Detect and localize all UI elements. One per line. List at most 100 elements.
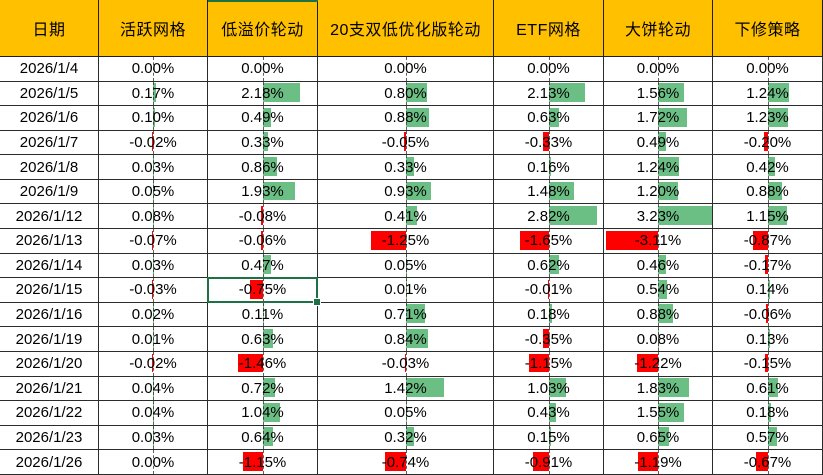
value-cell[interactable]: -0.74% bbox=[318, 450, 494, 475]
value-cell[interactable]: 0.54% bbox=[604, 278, 713, 303]
value-cell[interactable]: 0.57% bbox=[713, 425, 823, 451]
value-cell[interactable]: 0.01% bbox=[99, 327, 208, 352]
value-cell[interactable]: 0.13% bbox=[713, 327, 823, 352]
value-cell[interactable]: 1.48% bbox=[494, 179, 604, 205]
value-cell[interactable]: 0.16% bbox=[494, 155, 604, 180]
value-cell[interactable]: -0.15% bbox=[713, 351, 823, 377]
date-cell[interactable]: 2026/1/8 bbox=[0, 155, 99, 180]
value-cell[interactable]: 2.13% bbox=[494, 81, 604, 107]
value-cell[interactable]: 0.61% bbox=[713, 376, 823, 402]
value-cell[interactable]: 0.05% bbox=[318, 253, 494, 279]
value-cell[interactable]: -0.17% bbox=[713, 253, 823, 279]
value-cell[interactable]: 0.33% bbox=[318, 155, 494, 180]
value-cell[interactable]: -1.15% bbox=[494, 351, 604, 377]
date-cell[interactable]: 2026/1/26 bbox=[0, 450, 99, 475]
value-cell[interactable]: 3.23% bbox=[604, 204, 713, 230]
value-cell[interactable]: 0.02% bbox=[99, 302, 208, 328]
value-cell[interactable]: -0.75% bbox=[208, 278, 318, 303]
column-header[interactable]: 低溢价轮动 bbox=[208, 0, 318, 57]
value-cell[interactable]: -0.02% bbox=[99, 130, 208, 156]
value-cell[interactable]: -0.67% bbox=[713, 450, 823, 475]
value-cell[interactable]: 0.05% bbox=[318, 401, 494, 426]
value-cell[interactable]: 0.72% bbox=[208, 376, 318, 402]
value-cell[interactable]: 0.15% bbox=[494, 425, 604, 451]
date-cell[interactable]: 2026/1/14 bbox=[0, 253, 99, 279]
value-cell[interactable]: 1.42% bbox=[318, 376, 494, 402]
date-cell[interactable]: 2026/1/4 bbox=[0, 57, 99, 82]
value-cell[interactable]: 0.42% bbox=[713, 155, 823, 180]
value-cell[interactable]: 1.72% bbox=[604, 106, 713, 131]
value-cell[interactable]: 0.41% bbox=[318, 204, 494, 230]
value-cell[interactable]: 1.15% bbox=[713, 204, 823, 230]
value-cell[interactable]: 0.00% bbox=[604, 57, 713, 82]
value-cell[interactable]: 0.00% bbox=[318, 57, 494, 82]
value-cell[interactable]: 1.24% bbox=[713, 81, 823, 107]
value-cell[interactable]: 0.03% bbox=[99, 253, 208, 279]
value-cell[interactable]: 0.88% bbox=[713, 179, 823, 205]
value-cell[interactable]: 0.80% bbox=[318, 81, 494, 107]
value-cell[interactable]: 0.49% bbox=[604, 130, 713, 156]
value-cell[interactable]: 0.63% bbox=[208, 327, 318, 352]
value-cell[interactable]: 0.88% bbox=[318, 106, 494, 131]
column-header[interactable]: 20支双低优化版轮动 bbox=[318, 0, 494, 57]
column-header[interactable]: ETF网格 bbox=[494, 0, 604, 57]
value-cell[interactable]: 0.03% bbox=[99, 425, 208, 451]
value-cell[interactable]: -1.25% bbox=[318, 229, 494, 254]
value-cell[interactable]: 0.00% bbox=[494, 57, 604, 82]
value-cell[interactable]: -3.11% bbox=[604, 229, 713, 254]
value-cell[interactable]: -1.19% bbox=[604, 450, 713, 475]
value-cell[interactable]: -0.07% bbox=[99, 229, 208, 254]
value-cell[interactable]: 0.46% bbox=[604, 253, 713, 279]
value-cell[interactable]: 0.08% bbox=[99, 204, 208, 230]
value-cell[interactable]: -0.01% bbox=[494, 278, 604, 303]
value-cell[interactable]: 0.04% bbox=[99, 401, 208, 426]
value-cell[interactable]: 1.20% bbox=[604, 179, 713, 205]
value-cell[interactable]: 1.04% bbox=[208, 401, 318, 426]
column-header[interactable]: 日期 bbox=[0, 0, 99, 57]
date-cell[interactable]: 2026/1/16 bbox=[0, 302, 99, 328]
date-cell[interactable]: 2026/1/22 bbox=[0, 401, 99, 426]
date-cell[interactable]: 2026/1/20 bbox=[0, 351, 99, 377]
value-cell[interactable]: 0.04% bbox=[99, 376, 208, 402]
value-cell[interactable]: -0.02% bbox=[99, 351, 208, 377]
value-cell[interactable]: 0.47% bbox=[208, 253, 318, 279]
value-cell[interactable]: 0.11% bbox=[208, 302, 318, 328]
value-cell[interactable]: 1.23% bbox=[713, 106, 823, 131]
value-cell[interactable]: 0.86% bbox=[208, 155, 318, 180]
value-cell[interactable]: 0.14% bbox=[713, 278, 823, 303]
value-cell[interactable]: -1.22% bbox=[604, 351, 713, 377]
value-cell[interactable]: 0.00% bbox=[99, 450, 208, 475]
value-cell[interactable]: 0.88% bbox=[604, 302, 713, 328]
value-cell[interactable]: 0.62% bbox=[494, 253, 604, 279]
date-cell[interactable]: 2026/1/23 bbox=[0, 425, 99, 451]
value-cell[interactable]: 1.56% bbox=[604, 81, 713, 107]
value-cell[interactable]: -0.06% bbox=[713, 302, 823, 328]
date-cell[interactable]: 2026/1/19 bbox=[0, 327, 99, 352]
value-cell[interactable]: -0.06% bbox=[208, 229, 318, 254]
value-cell[interactable]: -0.35% bbox=[494, 327, 604, 352]
value-cell[interactable]: -0.33% bbox=[494, 130, 604, 156]
value-cell[interactable]: 0.64% bbox=[208, 425, 318, 451]
value-cell[interactable]: 0.71% bbox=[318, 302, 494, 328]
value-cell[interactable]: -1.15% bbox=[208, 450, 318, 475]
value-cell[interactable]: 0.17% bbox=[99, 81, 208, 107]
value-cell[interactable]: 0.63% bbox=[494, 106, 604, 131]
value-cell[interactable]: 2.82% bbox=[494, 204, 604, 230]
value-cell[interactable]: -0.91% bbox=[494, 450, 604, 475]
column-header[interactable]: 活跃网格 bbox=[99, 0, 208, 57]
column-header[interactable]: 下修策略 bbox=[713, 0, 823, 57]
value-cell[interactable]: -0.03% bbox=[318, 351, 494, 377]
value-cell[interactable]: 2.18% bbox=[208, 81, 318, 107]
value-cell[interactable]: 0.18% bbox=[713, 401, 823, 426]
value-cell[interactable]: -0.20% bbox=[713, 130, 823, 156]
date-cell[interactable]: 2026/1/7 bbox=[0, 130, 99, 156]
value-cell[interactable]: 0.43% bbox=[494, 401, 604, 426]
date-cell[interactable]: 2026/1/13 bbox=[0, 229, 99, 254]
value-cell[interactable]: 0.18% bbox=[494, 302, 604, 328]
date-cell[interactable]: 2026/1/9 bbox=[0, 179, 99, 205]
date-cell[interactable]: 2026/1/15 bbox=[0, 278, 99, 303]
value-cell[interactable]: 1.83% bbox=[604, 376, 713, 402]
value-cell[interactable]: 0.00% bbox=[208, 57, 318, 82]
column-header[interactable]: 大饼轮动 bbox=[604, 0, 713, 57]
value-cell[interactable]: 0.08% bbox=[604, 327, 713, 352]
